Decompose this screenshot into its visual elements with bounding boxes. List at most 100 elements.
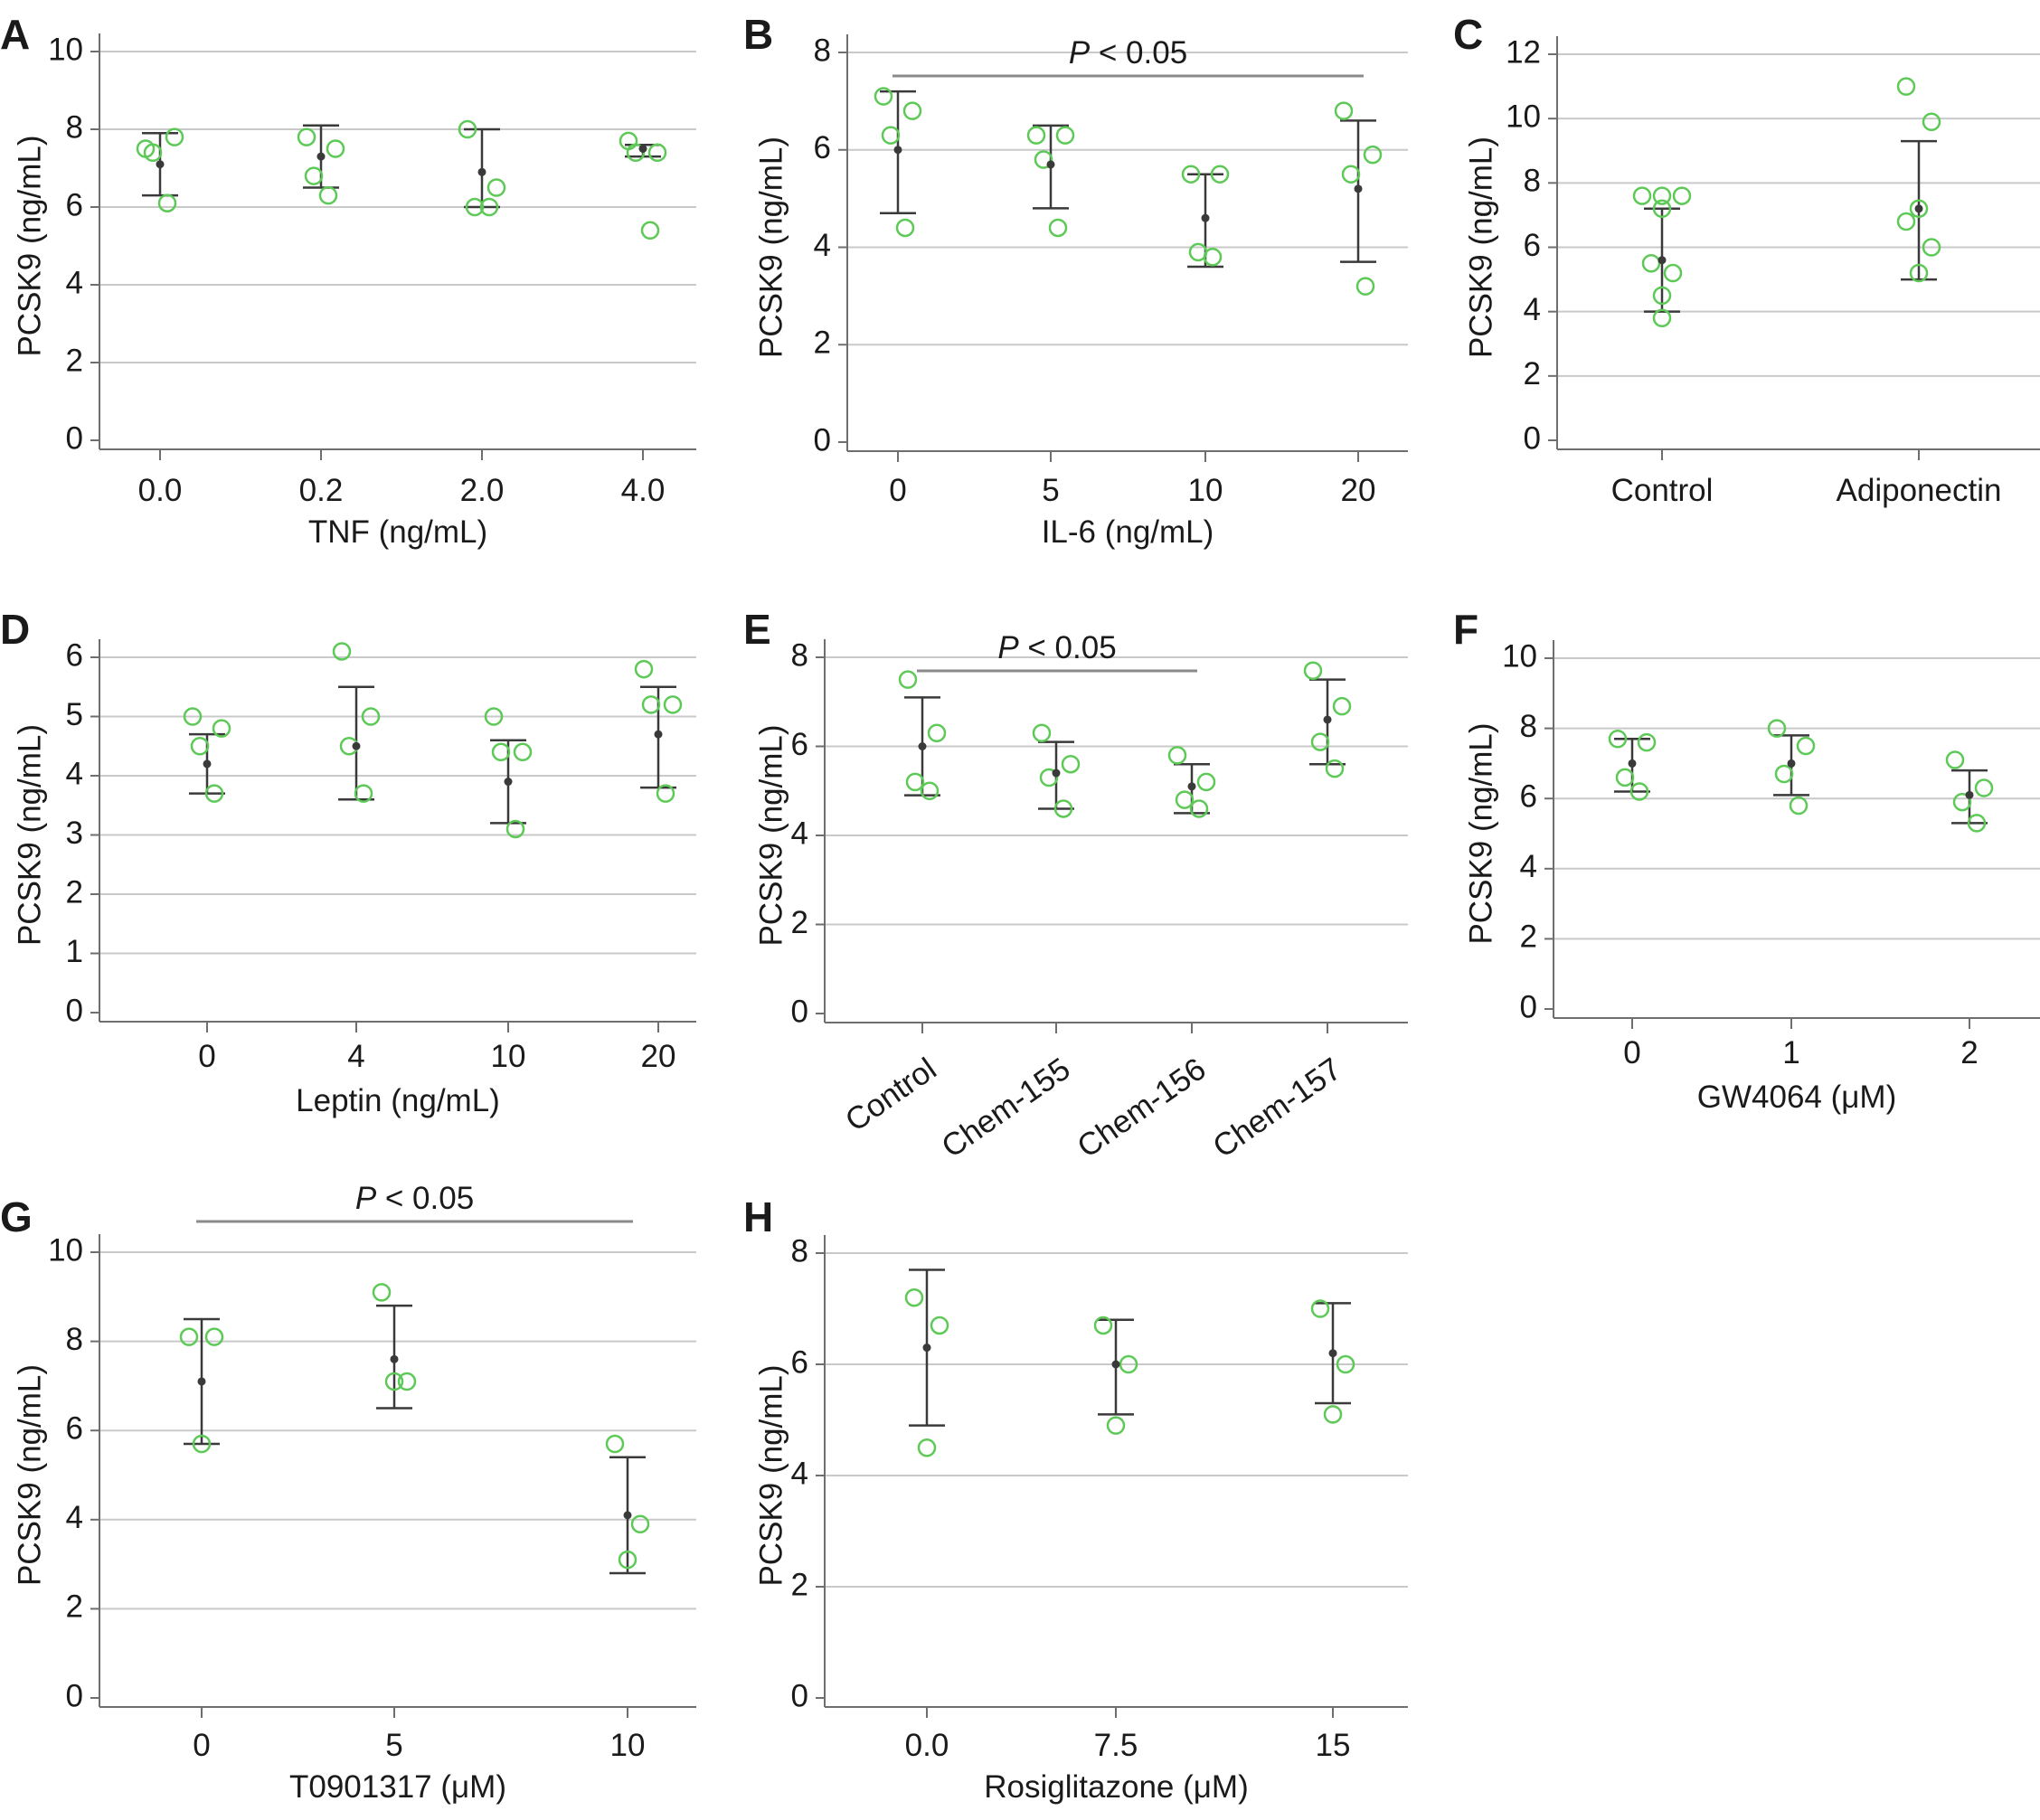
data-point xyxy=(618,1550,638,1570)
data-point xyxy=(1652,308,1672,328)
data-point xyxy=(630,1514,650,1533)
y-tick-label: 2 xyxy=(791,1567,808,1602)
data-point xyxy=(1055,126,1075,145)
significance-label: P < 0.05 xyxy=(355,1181,474,1216)
x-axis-label: GW4064 (μM) xyxy=(1697,1080,1896,1115)
x-tick-label: 4 xyxy=(347,1039,364,1074)
mean-marker xyxy=(1965,790,1974,799)
data-point xyxy=(1310,1299,1330,1318)
data-point xyxy=(465,197,485,217)
y-tick-label: 2 xyxy=(66,343,83,378)
y-tick-label: 6 xyxy=(66,637,83,673)
y-axis-label: PCSK9 (ng/mL) xyxy=(12,724,47,946)
x-tick-label: Adiponectin xyxy=(1837,473,2002,508)
x-tick-label: 10 xyxy=(1188,473,1223,508)
x-tick-label: Chem-157 xyxy=(1206,1051,1347,1165)
data-point xyxy=(1061,754,1081,774)
data-point xyxy=(486,178,506,197)
significance-p: P xyxy=(355,1181,377,1216)
data-group xyxy=(179,1317,224,1454)
y-tick-label: 1 xyxy=(66,934,83,969)
data-group xyxy=(1310,1299,1355,1424)
data-point xyxy=(1175,790,1195,809)
data-group xyxy=(1767,719,1816,816)
data-group xyxy=(458,119,506,217)
data-group xyxy=(1026,124,1075,238)
y-tick-label: 6 xyxy=(814,130,831,165)
x-tick-label: Control xyxy=(1611,473,1714,508)
y-tick-label: 2 xyxy=(1524,356,1541,391)
data-point xyxy=(1106,1416,1126,1435)
y-tick-label: 2 xyxy=(1520,919,1537,955)
panel-d: D 0 1 2 3 4 5 6 0 4 10 20 PCSK9 (ng/mL) Leptin (ng/mL… xyxy=(0,606,696,1118)
y-tick-label: 0 xyxy=(66,993,83,1028)
data-point xyxy=(1615,768,1635,787)
data-point xyxy=(902,101,922,120)
data-point xyxy=(1909,263,1929,283)
y-tick-label: 8 xyxy=(791,1233,808,1268)
x-tick-label: Control xyxy=(839,1051,943,1139)
y-tick-label: 8 xyxy=(791,637,808,673)
x-tick-label: 1 xyxy=(1782,1035,1799,1070)
data-point xyxy=(1952,792,1972,812)
data-point xyxy=(1053,799,1073,818)
data-group xyxy=(1896,77,1941,283)
y-tick-label: 2 xyxy=(791,905,808,940)
data-point xyxy=(384,1372,404,1391)
y-tick-label: 0 xyxy=(791,994,808,1029)
data-group xyxy=(1167,746,1216,818)
mean-marker xyxy=(1658,256,1667,265)
mean-marker xyxy=(1111,1360,1120,1369)
data-group xyxy=(183,707,231,803)
panel-a: A 0 2 4 6 8 10 0.0 0.2 2.0 4.0 PCSK9 (ng/mL) TNF (ng… xyxy=(0,11,696,550)
data-point xyxy=(297,127,316,146)
data-point xyxy=(397,1372,417,1391)
panel-g: G 0 2 4 6 8 10 0 5 10 PCSK9 (ng/mL) T0901317 (μM) P … xyxy=(0,1181,696,1805)
data-point xyxy=(874,87,893,106)
data-group xyxy=(634,659,683,803)
data-point xyxy=(1336,1354,1355,1374)
data-point xyxy=(1323,1405,1343,1424)
y-tick-label: 8 xyxy=(66,109,83,145)
data-point xyxy=(634,659,654,679)
mean-marker xyxy=(352,741,361,750)
data-point xyxy=(354,784,373,803)
y-tick-label: 2 xyxy=(66,1589,83,1625)
significance-p: P xyxy=(1069,35,1091,71)
y-tick-label: 0 xyxy=(66,420,83,456)
mean-marker xyxy=(623,1511,632,1520)
data-point xyxy=(1637,732,1657,752)
panel-f: F 0 2 4 6 8 10 0 1 2 PCSK9 (ng/mL) GW4064 (μM) xyxy=(1453,606,2040,1115)
mean-marker xyxy=(918,742,927,750)
data-point xyxy=(484,707,504,726)
data-point xyxy=(1303,661,1323,681)
data-point xyxy=(1922,238,1941,257)
significance-label: P < 0.05 xyxy=(1069,35,1187,71)
panel-b: B 0 2 4 6 8 0 5 10 20 PCSK9 (ng/mL) IL-6 (ng/mL) P <… xyxy=(743,11,1408,550)
data-point xyxy=(1608,729,1628,749)
data-point xyxy=(605,1434,625,1454)
data-point xyxy=(157,193,177,212)
y-tick-label: 10 xyxy=(48,32,83,67)
x-tick-label: 2.0 xyxy=(460,473,505,508)
y-tick-label: 6 xyxy=(66,187,83,222)
y-axis-label: PCSK9 (ng/mL) xyxy=(12,1364,47,1586)
x-tick-label: 0 xyxy=(193,1728,210,1763)
y-tick-label: 0 xyxy=(66,1678,83,1713)
data-point xyxy=(1967,814,1987,833)
y-tick-label: 0 xyxy=(791,1678,808,1713)
data-point xyxy=(1210,165,1230,184)
data-point xyxy=(361,707,381,726)
y-tick-label: 8 xyxy=(814,33,831,68)
y-tick-label: 10 xyxy=(1502,638,1537,674)
mean-marker xyxy=(893,146,902,155)
data-group xyxy=(484,707,533,839)
data-group xyxy=(1093,1315,1138,1435)
data-point xyxy=(917,1438,937,1457)
data-point xyxy=(479,197,499,217)
significance-label: P < 0.05 xyxy=(997,630,1116,665)
data-group xyxy=(898,670,947,800)
data-point xyxy=(930,1315,949,1335)
y-axis-label: PCSK9 (ng/mL) xyxy=(753,724,789,946)
